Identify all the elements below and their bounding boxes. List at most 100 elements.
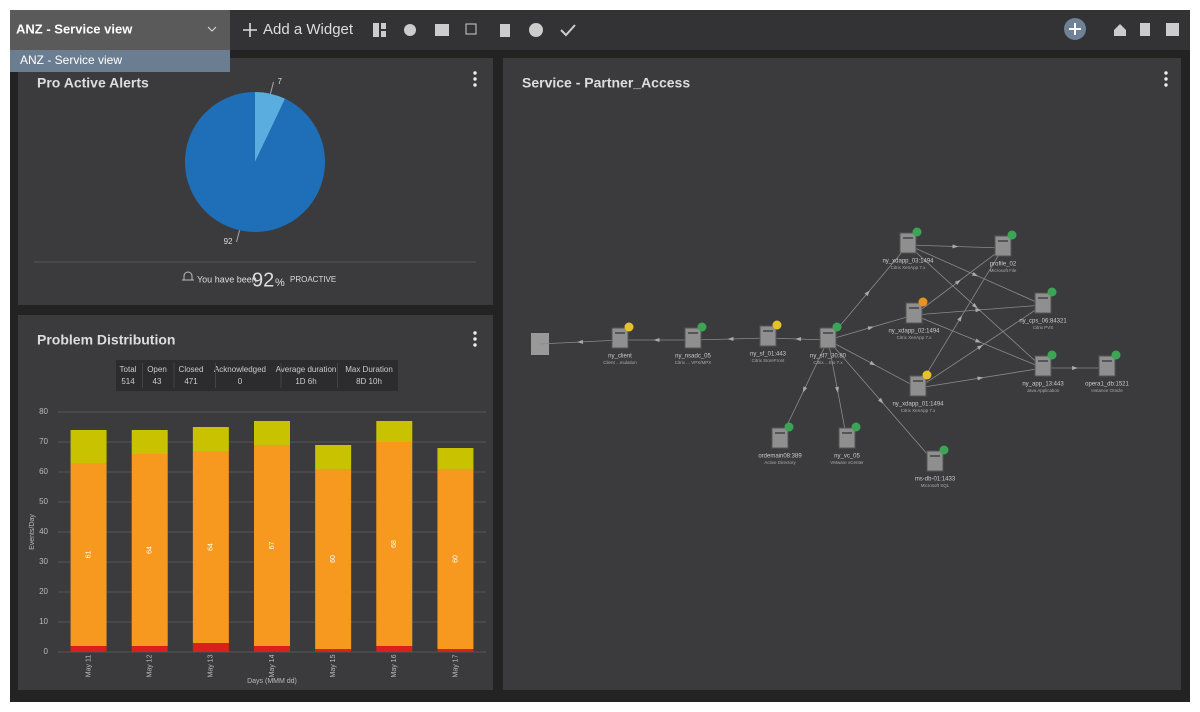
globe-icon[interactable]: [529, 23, 543, 37]
add-widget[interactable]: Add a Widget: [263, 21, 354, 38]
node-icon-detail: [775, 432, 785, 434]
dashboard-name: ANZ - Service view: [16, 21, 133, 36]
pie-slice: [185, 92, 325, 233]
bar-segment: [131, 430, 168, 454]
node-label: ny_cps_06:84321: [1019, 319, 1067, 325]
node-label: ms-db-01:1433: [915, 477, 956, 483]
arrow-head: [795, 337, 802, 342]
arrow-head: [864, 290, 870, 297]
toolbar-icons[interactable]: [373, 18, 1179, 40]
home-icon[interactable]: [1114, 24, 1126, 36]
node-sublabel: Citrix ... VPX/MPX: [675, 360, 712, 365]
node-icon-detail: [909, 307, 919, 309]
node-label: ny_app_13:443: [1022, 382, 1064, 388]
status-badge: [922, 370, 932, 380]
x-tick-label: May 13: [208, 654, 215, 677]
node-icon: [1034, 355, 1052, 377]
copy-icon[interactable]: [465, 23, 477, 35]
node-icon-detail: [998, 240, 1008, 242]
node-sublabel: Active Directory: [764, 460, 796, 465]
report-icon[interactable]: [1140, 23, 1150, 36]
widget-title: Pro Active Alerts: [37, 75, 149, 91]
x-axis-label: Days (MMM dd): [247, 678, 297, 685]
status-badge: [697, 322, 707, 332]
node-icon-detail: [930, 455, 940, 457]
arrow-head: [867, 326, 874, 331]
stats-header: Closed: [179, 365, 204, 374]
dashboard-select[interactable]: [10, 10, 230, 50]
arrow-head: [577, 339, 584, 344]
node-icon-detail: [842, 432, 852, 434]
status-badge: [832, 322, 842, 332]
stats-header: Open: [147, 365, 167, 374]
arrow-head: [971, 303, 978, 309]
node-icon: [905, 302, 923, 324]
bar-segment: [70, 646, 107, 652]
data-label: 67: [269, 542, 276, 550]
node-icon-detail: [913, 380, 923, 382]
screen-icon[interactable]: [1166, 23, 1179, 36]
node-icon-detail: [763, 330, 773, 332]
data-label: 60: [452, 555, 459, 563]
node-sublabel: Microsoft File: [990, 268, 1017, 273]
arrow-head: [975, 308, 982, 313]
node-label: ny_xdapp_01:1494: [892, 402, 944, 408]
bar-segment: [254, 445, 290, 646]
bar-segment: [315, 649, 352, 652]
leader-line: [236, 230, 241, 243]
arrow-head: [976, 344, 983, 350]
node-label: ny_xdapp_03:1494: [882, 259, 934, 265]
y-tick-label: 70: [39, 437, 48, 446]
node-label: profile_02: [990, 262, 1017, 268]
arrow-head: [954, 279, 961, 285]
status-badge: [1111, 350, 1121, 360]
menu-item[interactable]: ANZ - Service view: [20, 53, 122, 67]
status-badge: [939, 445, 949, 455]
arrow-head: [834, 386, 839, 393]
pie-slice: [255, 92, 286, 162]
widget-menus[interactable]: [473, 71, 1168, 347]
status-badge: [784, 422, 794, 432]
check-icon[interactable]: [560, 24, 576, 37]
status-badge: [624, 322, 634, 332]
bar-segment: [254, 646, 290, 652]
footer-prefix: You have been: [197, 274, 257, 284]
node-icon: [994, 235, 1012, 257]
node-sublabel: Citrix XenApp 7.x: [891, 265, 927, 270]
status-badge: [918, 297, 928, 307]
arrow-head: [727, 336, 734, 341]
node-label: ordemain08:389: [758, 454, 802, 460]
bar-segment: [192, 451, 229, 643]
layout-icon[interactable]: [373, 23, 379, 37]
bar-segment: [437, 448, 474, 469]
footer-value: 92: [252, 269, 274, 291]
settings-icon[interactable]: [404, 24, 416, 36]
stats-value: 514: [121, 377, 135, 386]
layout-icon[interactable]: [381, 31, 386, 37]
node-sublabel: Citrix ...Sto 7.x: [813, 360, 843, 365]
node-icon: [759, 325, 777, 347]
status-badge: [912, 227, 922, 237]
y-tick-label: 0: [44, 647, 49, 656]
stats-value: 1D 6h: [295, 377, 316, 386]
data-label: 64: [208, 543, 215, 551]
node-sublabel: Citrix XenApp 7.x: [897, 335, 933, 340]
image-icon[interactable]: [435, 24, 449, 36]
layout-icon[interactable]: [381, 23, 386, 29]
delete-icon[interactable]: [500, 24, 510, 37]
